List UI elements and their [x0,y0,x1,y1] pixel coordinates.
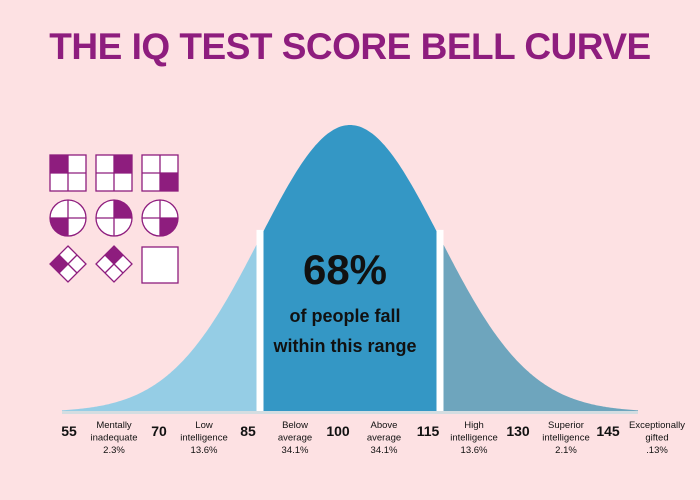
band-name: intelligence [542,433,590,444]
highlight-caption-line-2: within this range [272,336,416,356]
x-tick-label: 100 [326,423,350,439]
x-tick-label: 55 [61,423,77,439]
iq-puzzle-icon [49,154,179,284]
band-name: Superior [548,420,584,431]
circle-quadrant-icon [141,199,179,237]
right-tail-area [440,237,638,412]
x-tick-label: 85 [240,423,256,439]
square-quadrant-icon [49,154,87,192]
band-name: average [367,433,401,444]
page-title: THE IQ TEST SCORE BELL CURVE [49,26,651,67]
band-percent: 2.1% [555,445,577,456]
diamond-quadrant-icon [49,245,87,283]
x-tick-label: 70 [151,423,167,439]
center-area [260,125,440,412]
x-tick-label: 115 [417,423,440,439]
band-name: High [464,420,484,431]
band-name: Low [195,420,213,431]
empty-answer-square-icon [141,246,179,284]
highlight-caption-line-1: of people fall [289,306,400,326]
square-quadrant-icon [95,154,133,192]
square-quadrant-icon [141,154,179,192]
band-name: gifted [645,433,668,444]
band-name: Above [371,420,398,431]
band-percent: 13.6% [191,445,218,456]
diamond-quadrant-icon [95,245,133,283]
highlight-percent: 68% [303,246,387,293]
band-label: Exceptionally gifted.13% [629,420,685,456]
band-name: Below [282,420,308,431]
band-name: Mentally [96,420,132,431]
band-percent: 13.6% [461,445,488,456]
band-name: inadequate [90,433,137,444]
label-layer: 55 70 85 100 115 130 145 Mentally inadequate2.3%… [61,420,685,456]
circle-quadrant-icon [95,199,133,237]
x-tick-label: 145 [596,423,620,439]
band-percent: 34.1% [371,445,398,456]
band-percent: 34.1% [282,445,309,456]
circle-quadrant-icon [49,199,87,237]
curve-layer [62,125,638,414]
x-tick-label: 130 [506,423,530,439]
band-percent: 2.3% [103,445,125,456]
highlight-annotation: 68% of people fall within this range [272,246,416,356]
left-tail-area [62,237,260,412]
band-percent: .13% [646,445,668,456]
band-name: Exceptionally [629,420,685,431]
baseline [62,411,638,414]
band-name: intelligence [450,433,498,444]
band-name: intelligence [180,433,228,444]
band-name: average [278,433,312,444]
